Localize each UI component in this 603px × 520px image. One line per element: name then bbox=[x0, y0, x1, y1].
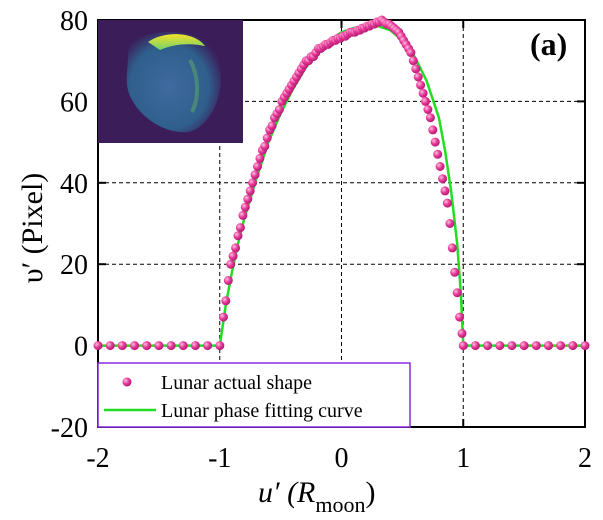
data-point bbox=[455, 312, 465, 322]
x-axis-title: u′ (Rmoon) bbox=[258, 476, 376, 517]
data-point bbox=[262, 133, 272, 143]
data-point bbox=[519, 341, 529, 351]
data-point bbox=[105, 341, 115, 351]
data-point bbox=[178, 341, 188, 351]
data-point bbox=[507, 341, 517, 351]
data-point bbox=[253, 162, 262, 171]
data-point bbox=[433, 149, 443, 159]
data-point bbox=[435, 162, 445, 171]
data-point bbox=[568, 341, 578, 351]
data-point bbox=[203, 341, 213, 351]
y-axis-title: υ′ (Pixel) bbox=[16, 173, 49, 284]
data-point bbox=[452, 288, 462, 298]
y-tick-label-2: 20 bbox=[60, 250, 88, 281]
y-tick-label-1: 0 bbox=[74, 332, 88, 363]
data-point bbox=[130, 341, 139, 351]
legend-label-points: Lunar actual shape bbox=[161, 372, 312, 394]
data-point bbox=[255, 153, 265, 163]
y-tick-label-0: -20 bbox=[51, 413, 88, 444]
data-point bbox=[248, 178, 258, 188]
data-point bbox=[442, 198, 452, 208]
data-point bbox=[226, 259, 236, 269]
data-point bbox=[458, 341, 468, 351]
tick-labels: -2 -1 0 1 2 -20 0 20 40 60 80 bbox=[51, 6, 592, 474]
data-point bbox=[93, 341, 103, 351]
y-tick-label-5: 80 bbox=[60, 6, 88, 37]
legend-label-curve: Lunar phase fitting curve bbox=[161, 400, 363, 422]
data-point bbox=[250, 170, 260, 180]
data-point bbox=[221, 296, 231, 306]
legend-marker-points bbox=[122, 377, 132, 387]
data-point bbox=[154, 341, 164, 351]
data-point bbox=[142, 341, 152, 351]
data-point bbox=[240, 202, 250, 212]
data-point bbox=[470, 341, 480, 351]
data-point bbox=[428, 125, 438, 135]
data-point bbox=[218, 312, 228, 322]
data-point bbox=[231, 243, 241, 253]
data-point bbox=[215, 341, 225, 351]
data-point bbox=[418, 88, 428, 98]
data-point bbox=[425, 113, 435, 123]
data-point bbox=[430, 137, 440, 147]
data-point bbox=[423, 105, 433, 114]
data-point bbox=[544, 341, 553, 351]
data-point bbox=[166, 341, 176, 351]
actual-shape-series bbox=[93, 15, 590, 351]
data-point bbox=[238, 210, 248, 220]
lunar-inset-image bbox=[98, 20, 243, 143]
data-point bbox=[245, 186, 255, 196]
data-point bbox=[260, 141, 270, 151]
y-tick-label-4: 60 bbox=[60, 87, 88, 118]
data-point bbox=[223, 276, 233, 285]
data-point bbox=[274, 105, 284, 114]
panel-label: (a) bbox=[530, 26, 567, 62]
data-point bbox=[483, 341, 493, 351]
data-point bbox=[228, 251, 238, 261]
data-point bbox=[416, 80, 426, 90]
data-point bbox=[411, 64, 421, 74]
data-point bbox=[421, 96, 430, 106]
data-point bbox=[447, 243, 457, 253]
data-point bbox=[233, 231, 243, 241]
grid-lines bbox=[98, 20, 585, 427]
data-point bbox=[580, 341, 590, 351]
data-point bbox=[440, 186, 450, 196]
data-point bbox=[457, 328, 467, 338]
data-point bbox=[243, 194, 253, 204]
data-point bbox=[117, 341, 127, 351]
y-tick-label-3: 40 bbox=[60, 169, 88, 200]
data-point bbox=[267, 121, 277, 131]
data-point bbox=[531, 341, 541, 351]
x-tick-label-1: -1 bbox=[208, 443, 231, 474]
data-point bbox=[495, 341, 505, 351]
data-point bbox=[406, 48, 416, 58]
x-tick-label-3: 1 bbox=[456, 443, 470, 474]
data-point bbox=[235, 223, 245, 233]
legend: Lunar actual shape Lunar phase fitting c… bbox=[97, 362, 411, 428]
x-tick-label-4: 2 bbox=[578, 443, 592, 474]
data-point bbox=[413, 72, 423, 82]
data-point bbox=[438, 174, 448, 184]
data-point bbox=[445, 219, 455, 228]
data-point bbox=[190, 341, 200, 351]
data-point bbox=[450, 267, 460, 277]
x-tick-label-2: 0 bbox=[335, 443, 349, 474]
data-point bbox=[408, 56, 418, 66]
data-point bbox=[556, 341, 566, 351]
x-tick-label-0: -2 bbox=[86, 443, 109, 474]
